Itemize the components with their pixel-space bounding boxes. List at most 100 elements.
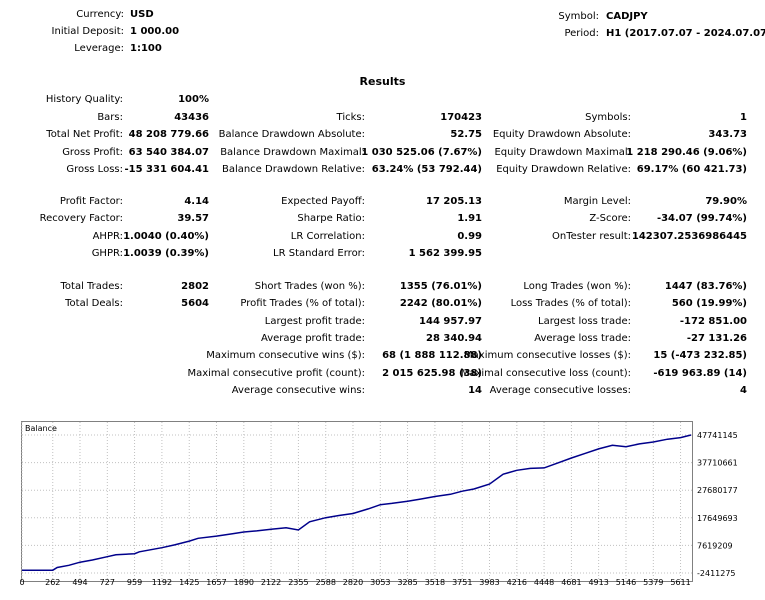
x-tick-label: 2355: [288, 578, 308, 587]
stat-label: Balance Drawdown Maximal:: [220, 147, 365, 158]
x-tick-label: 262: [45, 578, 60, 587]
balance-line: [22, 434, 692, 571]
x-tick-label: 4448: [534, 578, 554, 587]
x-tick-label: 2588: [316, 578, 336, 587]
x-tick-label: 2820: [343, 578, 363, 587]
x-axis-labels: 0 262 494 727 959 1192 1425 1657 1890 2122 2355 258…: [19, 578, 690, 587]
results-title: Results: [359, 75, 406, 88]
stat-label: Symbols:: [585, 112, 631, 123]
x-tick-label: 2122: [261, 578, 281, 587]
stat-value: -15 331 604.41: [124, 164, 210, 175]
stat-value: 144 957.97: [419, 316, 482, 327]
stat-value: -619 963.89 (14): [653, 368, 747, 379]
stat-value: 1447 (83.76%): [664, 281, 747, 292]
x-tick-label: 5379: [643, 578, 663, 587]
stat-value: 142307.2536986445: [631, 231, 747, 242]
stat-value: -34.07 (99.74%): [656, 213, 747, 224]
stat-label: Average consecutive losses:: [489, 385, 631, 396]
stat-value: 17 205.13: [426, 196, 482, 207]
y-tick-label: 7619209: [697, 541, 733, 550]
stat-label: Profit Trades (% of total):: [240, 298, 365, 309]
y-tick-label: -2411275: [697, 569, 736, 578]
stat-value: 69.17% (60 421.73): [636, 164, 747, 175]
stat-label: Average loss trade:: [534, 333, 631, 344]
symbol-value: CADJPY: [606, 11, 648, 22]
stat-value: 79.90%: [705, 196, 747, 207]
stat-label: Balance Drawdown Absolute:: [218, 129, 365, 140]
stat-label: LR Standard Error:: [273, 248, 365, 259]
x-tick-label: 1425: [179, 578, 199, 587]
y-axis-labels: 47741145 37710661 27680177 17649693 7619209 -…: [697, 431, 738, 578]
x-tick-label: 5146: [616, 578, 636, 587]
stat-value: 4: [740, 385, 747, 396]
stat-value: 5604: [181, 298, 209, 309]
leverage-value: 1:100: [130, 43, 162, 54]
stat-value: 1.0040 (0.40%): [123, 231, 209, 242]
balance-chart: Balance: [21, 421, 693, 582]
x-tick-label: 0: [19, 578, 24, 587]
symbol-label: Symbol:: [558, 11, 599, 22]
stat-label: Maximum consecutive losses ($):: [464, 350, 631, 361]
stat-value: 2802: [181, 281, 209, 292]
stat-value: 1 218 290.46 (9.06%): [626, 147, 747, 158]
stat-value: 2242 (80.01%): [399, 298, 482, 309]
stat-value: 1 562 399.95: [408, 248, 482, 259]
stat-value: 52.75: [450, 129, 482, 140]
stat-label: OnTester result:: [551, 231, 631, 242]
stat-label: Gross Loss:: [66, 164, 123, 175]
stat-value: 0.99: [457, 231, 482, 242]
stat-label: Expected Payoff:: [281, 196, 365, 207]
stat-value: 1.0039 (0.39%): [123, 248, 209, 259]
stat-label: Margin Level:: [563, 196, 631, 207]
stat-value: 343.73: [708, 129, 747, 140]
x-tick-label: 3285: [397, 578, 417, 587]
stat-value: 1: [740, 112, 747, 123]
stat-label: AHPR:: [92, 231, 123, 242]
stat-label: Equity Drawdown Absolute:: [492, 129, 631, 140]
stat-label: Maximum consecutive wins ($):: [206, 350, 365, 361]
x-tick-label: 1890: [234, 578, 254, 587]
x-tick-label: 3983: [479, 578, 499, 587]
stat-label: Maximal consecutive profit (count):: [187, 368, 365, 379]
stat-label: Largest profit trade:: [264, 316, 365, 327]
stat-value: 4.14: [184, 196, 209, 207]
y-tick-label: 17649693: [697, 514, 738, 523]
x-tick-label: 1192: [152, 578, 172, 587]
stat-value: 63 540 384.07: [128, 147, 209, 158]
leverage-label: Leverage:: [74, 43, 124, 54]
stat-value: 68 (1 888 112.88): [382, 350, 482, 361]
period-value: H1 (2017.07.07 - 2024.07.07): [606, 28, 765, 39]
stat-label: Ticks:: [336, 112, 365, 123]
chart-title: Balance: [25, 424, 57, 433]
stat-value: 14: [468, 385, 482, 396]
y-tick-label: 47741145: [697, 431, 738, 440]
stat-value: -172 851.00: [679, 316, 747, 327]
y-tick-label: 37710661: [697, 459, 738, 468]
stat-label: Average consecutive wins:: [231, 385, 365, 396]
stat-label: Total Deals:: [65, 298, 123, 309]
stat-label: LR Correlation:: [290, 231, 365, 242]
period-label: Period:: [564, 28, 599, 39]
stat-value: 560 (19.99%): [671, 298, 747, 309]
chart-frame: [21, 421, 693, 582]
stat-value: 63.24% (53 792.44): [371, 164, 482, 175]
stat-value: 2 015 625.98 (38): [382, 368, 482, 379]
x-tick-label: 3518: [425, 578, 445, 587]
x-tick-label: 4681: [561, 578, 581, 587]
stat-label: Sharpe Ratio:: [297, 213, 365, 224]
x-tick-label: 5611: [670, 578, 690, 587]
chart-grid: [21, 422, 692, 581]
stat-label: Z-Score:: [589, 213, 631, 224]
stat-label: Gross Profit:: [62, 147, 123, 158]
stat-value: 48 208 779.66: [128, 129, 209, 140]
stat-value: 39.57: [177, 213, 209, 224]
x-tick-label: 727: [100, 578, 115, 587]
stat-value: 1.91: [457, 213, 482, 224]
stat-label: Recovery Factor:: [39, 213, 123, 224]
stat-label: Equity Drawdown Relative:: [496, 164, 631, 175]
stat-label: Equity Drawdown Maximal:: [494, 147, 631, 158]
stat-value: 100%: [178, 94, 209, 105]
stat-label: Bars:: [97, 112, 123, 123]
x-tick-label: 494: [72, 578, 87, 587]
stat-value: 43436: [174, 112, 209, 123]
